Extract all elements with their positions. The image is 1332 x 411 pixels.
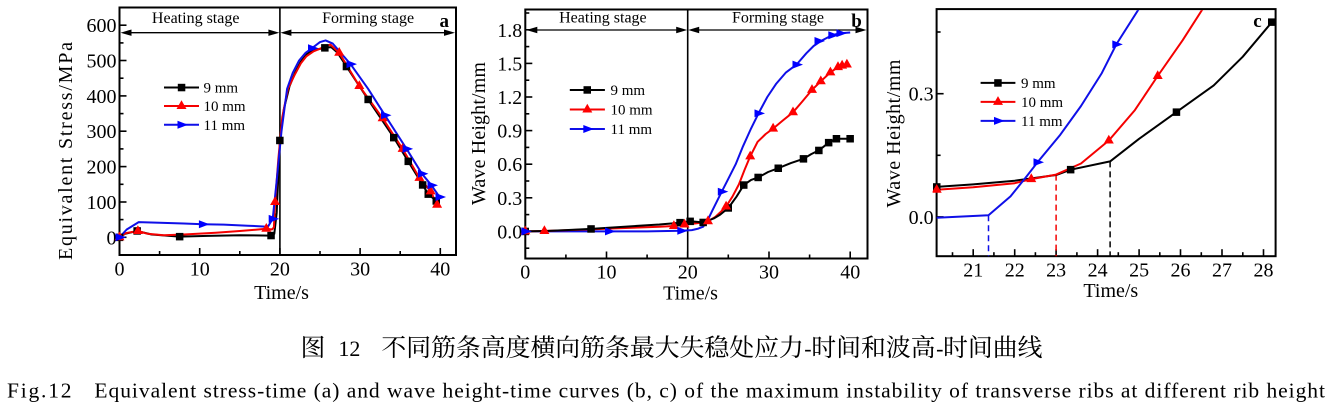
svg-text:b: b xyxy=(851,11,862,32)
svg-text:9 mm: 9 mm xyxy=(1021,76,1056,92)
svg-text:0.9: 0.9 xyxy=(497,121,522,143)
svg-text:40: 40 xyxy=(430,259,450,281)
svg-text:22: 22 xyxy=(1005,260,1025,282)
svg-text:9 mm: 9 mm xyxy=(204,81,239,97)
svg-text:10 mm: 10 mm xyxy=(611,103,653,119)
svg-text:23: 23 xyxy=(1046,260,1066,282)
svg-text:1.2: 1.2 xyxy=(497,87,522,109)
svg-text:10: 10 xyxy=(190,259,210,281)
svg-text:Forming stage: Forming stage xyxy=(322,10,414,27)
svg-text:Heating stage: Heating stage xyxy=(559,10,647,27)
svg-text:40: 40 xyxy=(840,262,860,284)
svg-text:Forming stage: Forming stage xyxy=(732,10,824,27)
svg-text:500: 500 xyxy=(87,51,117,73)
svg-text:21: 21 xyxy=(963,260,983,282)
svg-text:0.6: 0.6 xyxy=(497,154,522,176)
svg-text:9 mm: 9 mm xyxy=(611,83,646,99)
svg-text:28: 28 xyxy=(1254,260,1274,282)
svg-text:100: 100 xyxy=(87,192,117,214)
svg-text:0: 0 xyxy=(115,259,125,281)
svg-text:0.0: 0.0 xyxy=(909,207,934,229)
svg-text:24: 24 xyxy=(1088,260,1108,282)
svg-text:Fig.12: Fig.12 xyxy=(7,379,72,403)
svg-text:1.8: 1.8 xyxy=(497,20,522,42)
svg-text:0.3: 0.3 xyxy=(497,188,522,210)
svg-text:a: a xyxy=(440,11,450,32)
svg-text:0: 0 xyxy=(107,227,117,249)
svg-text:11 mm: 11 mm xyxy=(204,118,246,134)
svg-text:Time/s: Time/s xyxy=(663,283,718,305)
svg-text:12: 12 xyxy=(338,336,360,361)
svg-text:0.0: 0.0 xyxy=(497,221,522,243)
svg-text:200: 200 xyxy=(87,157,117,179)
svg-text:Time/s: Time/s xyxy=(1083,280,1138,302)
svg-text:Wave Height/mm: Wave Height/mm xyxy=(883,59,905,207)
svg-text:c: c xyxy=(1253,11,1261,32)
svg-text:10: 10 xyxy=(597,262,617,284)
svg-text:26: 26 xyxy=(1171,260,1191,282)
svg-text:30: 30 xyxy=(350,259,370,281)
svg-text:Time/s: Time/s xyxy=(254,282,309,304)
svg-text:27: 27 xyxy=(1212,260,1232,282)
svg-text:10 mm: 10 mm xyxy=(204,99,246,115)
svg-text:-: - xyxy=(804,336,811,361)
svg-text:10 mm: 10 mm xyxy=(1021,95,1063,111)
svg-text:11 mm: 11 mm xyxy=(1021,114,1063,130)
svg-text:300: 300 xyxy=(87,121,117,143)
svg-text:0.3: 0.3 xyxy=(909,84,934,106)
svg-text:400: 400 xyxy=(87,86,117,108)
svg-text:-: - xyxy=(936,336,943,361)
svg-text:Wave Height/mm: Wave Height/mm xyxy=(468,62,490,205)
svg-text:600: 600 xyxy=(87,15,117,37)
svg-text:20: 20 xyxy=(270,259,290,281)
svg-text:20: 20 xyxy=(678,262,698,284)
svg-text:0: 0 xyxy=(520,262,530,284)
svg-text:1.5: 1.5 xyxy=(497,53,522,75)
svg-text:30: 30 xyxy=(759,262,779,284)
svg-text:Equivalent stress-time (a) and: Equivalent stress-time (a) and wave heig… xyxy=(94,379,1325,403)
svg-text:11 mm: 11 mm xyxy=(611,122,653,138)
svg-text:Equivalent Stress/MPa: Equivalent Stress/MPa xyxy=(55,42,77,260)
svg-text:25: 25 xyxy=(1129,260,1149,282)
svg-text:Heating stage: Heating stage xyxy=(152,10,240,27)
